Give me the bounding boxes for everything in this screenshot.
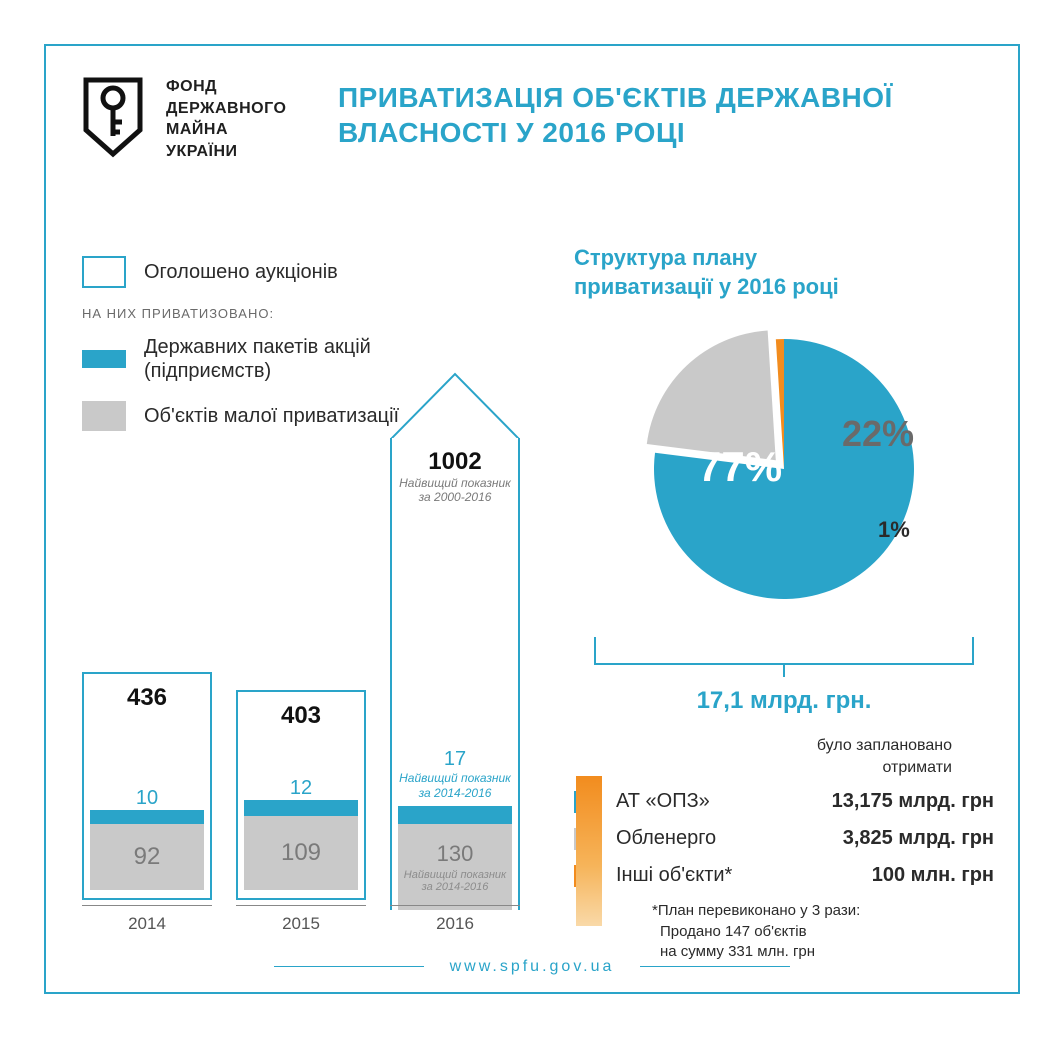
year-tick: 2015 <box>236 905 366 934</box>
bracket-icon <box>574 637 994 679</box>
bar-2016-arrow: 1002 Найвищий показник за 2000-2016 17 Н… <box>390 370 520 910</box>
bar-2014: 436 10 92 <box>82 672 212 900</box>
legend-label: Об'єктів малої приватизації <box>144 404 399 428</box>
bar-blue-value: 12 <box>244 777 358 800</box>
bar-total: 403 <box>244 702 358 730</box>
org-line: УКРАЇНИ <box>166 141 316 163</box>
arrow-head-icon <box>390 370 520 440</box>
swatch-outline-icon <box>82 256 126 288</box>
pie-total-bracket: 17,1 млрд. грн. <box>574 637 994 715</box>
pie-legend-value: 13,175 млрд. грн <box>770 790 994 813</box>
pie-legend-row: Інші об'єкти* 100 млн. грн <box>574 864 994 887</box>
pie-chart: 77% 22% 1% <box>634 319 934 619</box>
title-line: ВЛАСНОСТІ У 2016 РОЦІ <box>338 115 978 150</box>
pie-pct-small: 1% <box>878 517 910 543</box>
bar-grey-segment: 92 <box>90 824 204 890</box>
bar-grey-value: 130 <box>398 841 512 867</box>
legend-label: Оголошено аукціонів <box>144 260 338 284</box>
bar-outer: 403 12 109 <box>236 690 366 900</box>
legend-auctions: Оголошено аукціонів <box>82 256 522 288</box>
bar-total: 1002 <box>398 448 512 476</box>
bar-grey-value: 92 <box>90 843 204 871</box>
planned-text: було заплановано отримати <box>574 735 952 778</box>
pie-pct-sec: 22% <box>842 413 914 455</box>
pie-legend-value: 100 млн. грн <box>770 864 994 887</box>
footnote-line: Продано 147 об'єктів <box>660 922 994 942</box>
bar-blue-note: Найвищий показник за 2014-2016 <box>398 771 512 800</box>
pie-title-line: Структура плану <box>574 244 994 273</box>
bar-grey-value: 109 <box>244 839 358 867</box>
bar-total: 436 <box>90 684 204 712</box>
pie-title-line: приватизації у 2016 році <box>574 273 994 302</box>
bar-grey-segment: 130 Найвищий показник за 2014-2016 <box>398 824 512 910</box>
bar-blue-value: 10 <box>90 787 204 810</box>
pie-pct-main: 77% <box>698 443 782 491</box>
year-tick: 2016 <box>390 905 520 934</box>
page-title: ПРИВАТИЗАЦІЯ ОБ'ЄКТІВ ДЕРЖАВНОЇ ВЛАСНОСТ… <box>338 76 978 150</box>
year-axis: 2014 2015 2016 <box>82 905 522 934</box>
pie-legend-name: Інші об'єкти* <box>616 864 756 887</box>
bar-grey-segment: 109 <box>244 816 358 890</box>
pie-legend-row: Обленерго 3,825 млрд. грн <box>574 827 994 850</box>
bar-outer: 1002 Найвищий показник за 2000-2016 17 Н… <box>390 438 520 910</box>
swatch-cyan-icon <box>82 350 126 368</box>
swatch-grey-icon <box>82 401 126 431</box>
pie-legend-name: Обленерго <box>616 827 756 850</box>
footnote-line: *План перевиконано у 3 рази: <box>652 901 994 921</box>
bar-blue-segment <box>90 810 204 824</box>
bar-grey-note: Найвищий показник за 2014-2016 <box>398 869 512 893</box>
bar-total-note: Найвищий показник за 2000-2016 <box>398 476 512 505</box>
planned-line: отримати <box>574 757 952 779</box>
footer-url: www.spfu.gov.ua <box>450 958 615 975</box>
legend-label: Державних пакетів акцій (підприємств) <box>144 335 404 383</box>
bar-chart: 436 10 92 403 12 <box>82 610 522 900</box>
org-line: МАЙНА <box>166 119 316 141</box>
pie-legend-name: АТ «ОПЗ» <box>616 790 756 813</box>
pie-legend: АТ «ОПЗ» 13,175 млрд. грн Обленерго 3,82… <box>574 790 994 887</box>
bar-blue-value: 17 <box>398 748 512 771</box>
org-name: ФОНД ДЕРЖАВНОГО МАЙНА УКРАЇНИ <box>166 76 316 162</box>
right-column: Структура плану приватизації у 2016 році… <box>574 244 994 962</box>
pie-title: Структура плану приватизації у 2016 році <box>574 244 994 301</box>
left-column: Оголошено аукціонів НА НИХ ПРИВАТИЗОВАНО… <box>82 256 522 956</box>
pie-legend-value: 3,825 млрд. грн <box>770 827 994 850</box>
year-tick: 2014 <box>82 905 212 934</box>
org-line: ФОНД <box>166 76 316 98</box>
org-line: ДЕРЖАВНОГО <box>166 98 316 120</box>
bar-outer: 436 10 92 <box>82 672 212 900</box>
bar-blue-segment <box>244 800 358 816</box>
pie-svg <box>634 319 934 619</box>
footnote: *План перевиконано у 3 рази: Продано 147… <box>652 901 994 962</box>
planned-line: було заплановано <box>574 735 952 757</box>
fund-logo-icon <box>82 76 144 158</box>
header: ФОНД ДЕРЖАВНОГО МАЙНА УКРАЇНИ ПРИВАТИЗАЦ… <box>82 76 978 162</box>
bar-2015: 403 12 109 <box>236 690 366 900</box>
title-line: ПРИВАТИЗАЦІЯ ОБ'ЄКТІВ ДЕРЖАВНОЇ <box>338 80 978 115</box>
pie-total: 17,1 млрд. грн. <box>574 687 994 715</box>
footer: www.spfu.gov.ua <box>46 958 1018 976</box>
main-frame: ФОНД ДЕРЖАВНОГО МАЙНА УКРАЇНИ ПРИВАТИЗАЦ… <box>44 44 1020 994</box>
legend-sublabel: НА НИХ ПРИВАТИЗОВАНО: <box>82 306 522 321</box>
bar-blue-segment <box>398 806 512 824</box>
gradient-accent-bar <box>576 776 602 926</box>
pie-legend-row: АТ «ОПЗ» 13,175 млрд. грн <box>574 790 994 813</box>
